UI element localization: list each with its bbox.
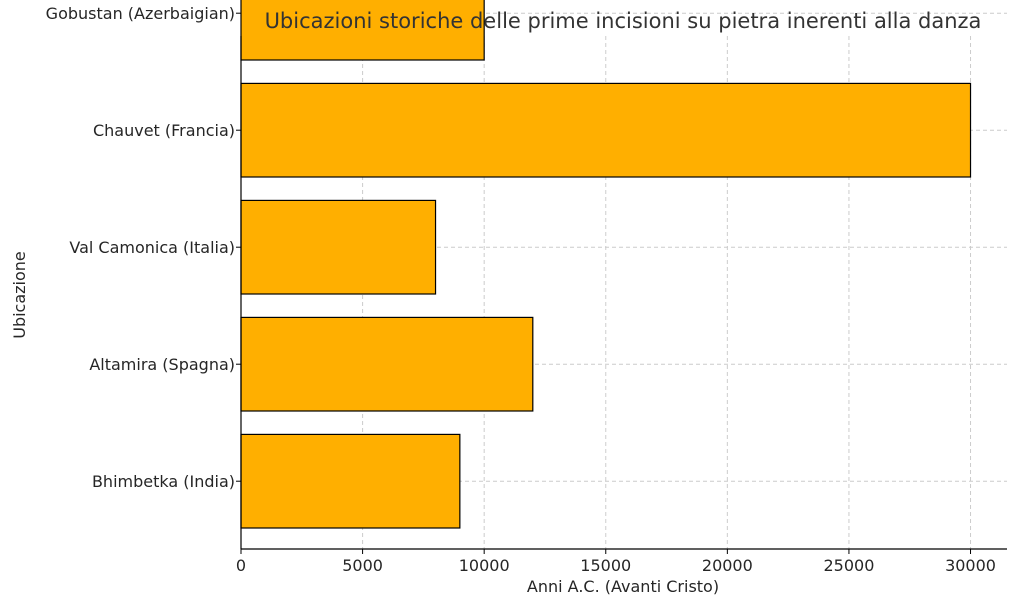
x-tick-label: 25000: [823, 556, 874, 575]
y-tick-label: Altamira (Spagna): [89, 355, 235, 374]
x-axis-label: Anni A.C. (Avanti Cristo): [527, 577, 719, 596]
x-tick-label: 15000: [580, 556, 631, 575]
y-tick-label: Chauvet (Francia): [93, 121, 235, 140]
bar: [240, 82, 972, 178]
bar: [240, 0, 485, 61]
bars: [240, 0, 972, 529]
y-tick-label: Gobustan (Azerbaigian): [46, 4, 235, 23]
bar: [240, 316, 534, 412]
y-tick-label: Bhimbetka (India): [92, 472, 235, 491]
bar: [240, 433, 461, 529]
x-tick-label: 20000: [702, 556, 753, 575]
axes: [240, 36, 1007, 550]
bar: [240, 199, 437, 295]
y-tick-label: Val Camonica (Italia): [69, 238, 235, 257]
y-axis-label: Ubicazione: [10, 251, 29, 339]
x-tick-label: 0: [236, 556, 246, 575]
tick-labels: Bhimbetka (India) Altamira (Spagna) Val Ca…: [46, 4, 996, 575]
x-tick-label: 10000: [459, 556, 510, 575]
x-tick-label: 5000: [342, 556, 383, 575]
x-tick-label: 30000: [945, 556, 996, 575]
chart-title: Ubicazioni storiche delle prime incision…: [265, 9, 982, 33]
